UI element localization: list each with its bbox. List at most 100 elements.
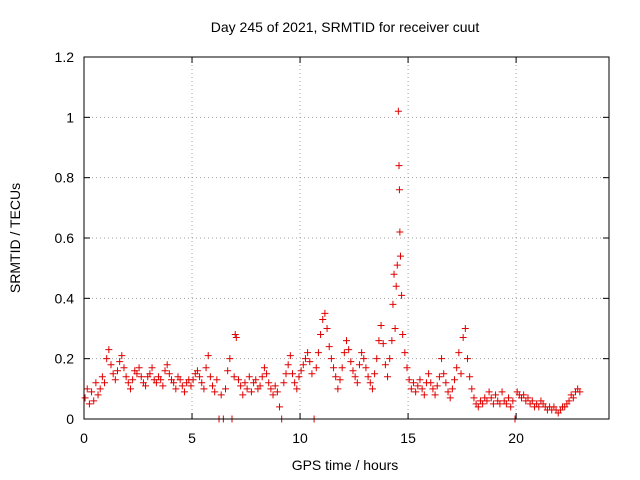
data-point (395, 162, 403, 170)
data-point (362, 364, 370, 372)
data-point (338, 364, 346, 372)
data-point (163, 361, 171, 369)
data-point (507, 403, 515, 411)
data-point (345, 346, 353, 354)
data-point (118, 352, 126, 360)
data-point (392, 282, 400, 290)
data-point (224, 367, 232, 375)
data-point (137, 373, 145, 381)
data-point (416, 376, 424, 384)
data-point (414, 382, 422, 390)
data-point (288, 370, 296, 378)
data-point (94, 391, 102, 399)
y-tick-label: 0.2 (55, 351, 75, 367)
data-point (111, 376, 119, 384)
data-point (489, 400, 497, 408)
chart-title: Day 245 of 2021, SRMTID for receiver cuu… (211, 19, 480, 35)
data-point (90, 397, 98, 405)
data-point (487, 394, 495, 402)
x-tick-label: 0 (80, 430, 88, 446)
data-point (358, 349, 366, 357)
data-point (213, 376, 221, 384)
data-series (81, 107, 584, 423)
data-point (492, 391, 500, 399)
data-point (256, 382, 264, 390)
data-point (98, 373, 106, 381)
data-point (189, 376, 197, 384)
data-point (241, 379, 249, 387)
data-point (202, 364, 210, 372)
data-point (165, 370, 173, 378)
data-point (92, 379, 100, 387)
data-point (273, 388, 281, 396)
data-point (455, 349, 463, 357)
data-point (386, 355, 394, 363)
data-point (252, 376, 260, 384)
data-point (126, 385, 134, 393)
data-point (271, 382, 279, 390)
data-point (334, 385, 342, 393)
data-point (389, 300, 397, 308)
data-point (509, 397, 517, 405)
data-point (427, 379, 435, 387)
data-point (496, 400, 504, 408)
data-point (308, 370, 316, 378)
data-point (485, 388, 493, 396)
data-point (390, 270, 398, 278)
data-point (200, 385, 208, 393)
data-point (234, 376, 242, 384)
data-point (330, 364, 338, 372)
data-point (442, 379, 450, 387)
data-point (502, 400, 510, 408)
data-point (146, 370, 154, 378)
data-point (429, 385, 437, 393)
data-point (375, 337, 383, 345)
data-point (124, 379, 132, 387)
data-point (461, 325, 469, 332)
data-point (468, 385, 476, 393)
data-point (206, 373, 214, 381)
data-point (103, 355, 111, 363)
data-point (377, 321, 385, 329)
data-point (395, 186, 403, 194)
x-tick-label: 15 (400, 430, 416, 446)
data-point (535, 403, 543, 411)
data-point (232, 334, 240, 342)
data-point (161, 367, 169, 375)
data-point (265, 379, 273, 387)
data-point (314, 349, 322, 357)
data-point (381, 361, 389, 369)
data-point (399, 331, 407, 339)
data-point (301, 355, 309, 363)
x-axis: 0 5 10 15 20 (80, 57, 524, 446)
data-point (351, 373, 359, 381)
data-point (520, 391, 528, 399)
data-point (172, 385, 180, 393)
data-point (291, 379, 299, 387)
data-point (204, 352, 212, 360)
data-point (453, 364, 461, 372)
data-point (412, 388, 420, 396)
data-point (373, 355, 381, 363)
data-point (133, 370, 141, 378)
data-point (284, 361, 292, 369)
data-point (231, 331, 239, 339)
data-point (304, 349, 312, 357)
y-tick-label: 0.6 (55, 230, 75, 246)
data-point (355, 361, 363, 369)
data-point (159, 382, 167, 390)
x-tick-label: 5 (188, 430, 196, 446)
data-point (122, 373, 130, 381)
data-point (364, 373, 372, 381)
data-point (327, 355, 335, 363)
data-point (280, 379, 288, 387)
data-point (431, 391, 439, 399)
data-point (347, 358, 355, 366)
y-tick-label: 0 (66, 411, 74, 427)
data-point (401, 349, 409, 357)
data-point (446, 394, 454, 402)
data-point (157, 376, 165, 384)
data-point (440, 370, 448, 378)
data-point (321, 309, 329, 317)
data-point (405, 376, 413, 384)
